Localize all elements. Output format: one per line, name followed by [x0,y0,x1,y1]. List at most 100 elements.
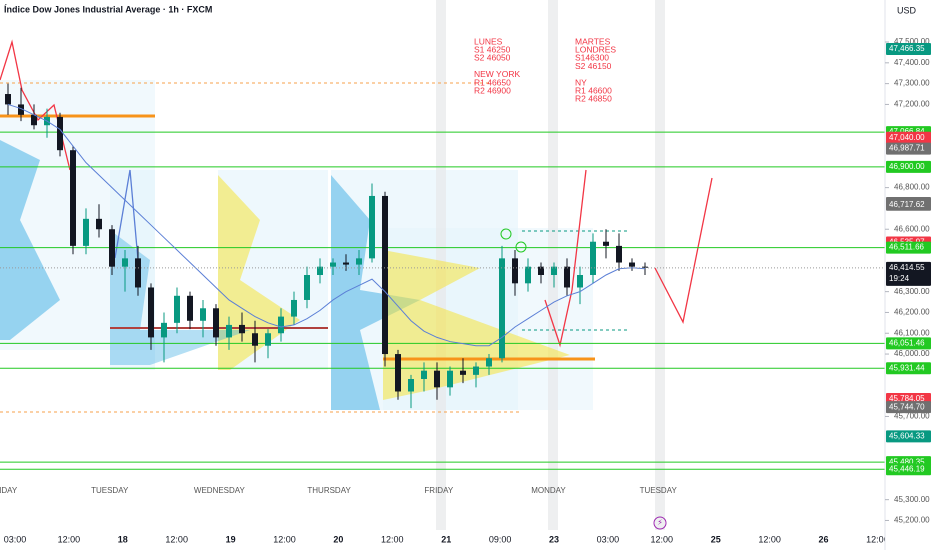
candle-body [252,333,258,346]
annotation: S2 46150 [575,61,612,71]
candle-body [538,266,544,275]
annotation: NEW YORK [474,69,520,79]
x-tick-label: 12:00 [758,534,781,544]
candle-body [83,218,89,246]
candle-body [434,370,440,388]
y-tick-label: 46,300.00 [894,287,930,296]
candle-body [343,262,349,265]
x-tick-label: 25 [711,534,721,544]
price-badge-label: 46,414.55 [889,263,925,272]
price-badge-label: 47,466.35 [889,44,925,53]
x-tick-label: 19 [226,534,236,544]
y-tick-label: 46,200.00 [894,308,930,317]
annotation: S1 46250 [474,44,511,54]
signal-marker [500,228,512,240]
candle-body [187,295,193,321]
y-tick-label: 45,300.00 [894,495,930,504]
moving-average [7,103,646,347]
candle-body [577,275,583,288]
x-tick-label: 12:00 [651,534,674,544]
candle-body [304,275,310,300]
x-tick-label: 12:00 [273,534,296,544]
annotation: NY [575,77,587,87]
y-tick-label: 47,300.00 [894,79,930,88]
candle-body [96,218,102,230]
x-tick-label: 09:00 [489,534,512,544]
projection [544,169,587,348]
candle-body [161,322,167,338]
candle-body [564,266,570,288]
event-icon[interactable] [653,516,667,530]
candle-body [330,262,336,267]
annotation: R2 46850 [575,94,612,104]
candle-body [499,258,505,359]
day-label: TUESDAY [91,486,129,495]
x-tick-label: 12:00 [165,534,188,544]
y-tick-label: 45,200.00 [894,516,930,525]
price-badge [886,362,931,375]
price-badge-label: 45,931.44 [889,363,925,372]
price-badge [886,43,931,56]
candle-body [239,324,245,334]
annotation: R1 46600 [575,85,612,95]
price-badge-label: 47,040.00 [889,133,925,142]
price-badge [886,401,931,414]
candle-body [317,266,323,275]
y-tick-label: 47,200.00 [894,100,930,109]
x-tick-label: 12:00 [866,534,889,544]
day-label: TUESDAY [640,486,678,495]
x-tick-label: 18 [118,534,128,544]
candle-body [31,114,37,126]
candle-body [486,358,492,367]
candle-body [616,245,622,263]
x-tick-label: 20 [333,534,343,544]
price-badge-label: 45,784.05 [889,394,925,403]
price-badge [886,198,931,211]
candle-body [174,295,180,323]
price-badge [886,142,931,155]
projection [0,39,71,171]
day-label: MONDAY [0,486,18,495]
y-tick-label: 46,000.00 [894,349,930,358]
price-badge-label: 46,511.66 [889,243,925,252]
weekend-band [548,0,558,530]
day-label: MONDAY [531,486,566,495]
price-badge-label: 46,051.46 [889,338,925,347]
annotation: R1 46650 [474,77,511,87]
price-badge-label: 45,480.35 [889,457,925,466]
volume-profile [0,140,60,340]
annotation: MARTES [575,36,611,46]
candle-body [226,324,232,338]
x-tick-label: 03:00 [4,534,27,544]
price-badge [886,463,931,476]
annotation: LUNES [474,36,503,46]
candle-body [395,354,401,392]
plot: 03:00 12:00 18 12:00 19 12:00 20 12:00 21 09:00 23… [0,36,932,544]
day-label: WEDNESDAY [194,486,246,495]
candle-body [356,258,362,265]
candle-body [421,370,427,380]
annotation: R2 46900 [474,85,511,95]
price-badge [886,430,931,443]
x-tick-label: 12:00 [58,534,81,544]
candle-body [5,94,11,105]
candle-body [512,258,518,284]
price-badge-label: 46,900.00 [889,162,925,171]
candle-body [135,258,141,288]
axis-group: 47,500.00 47,400.00 47,300.00 47,200.00 46,8… [885,37,931,525]
chart-title: Índice Dow Jones Industrial Average · 1h… [4,4,212,14]
volume-profile [331,175,420,410]
price-badge-label: 46,717.62 [889,200,925,209]
candle-body [629,262,635,267]
y-tick-label: 47,500.00 [894,37,930,46]
price-badge-label: 46,987.71 [889,144,925,153]
price-badge [886,261,931,286]
x-tick-label: 21 [441,534,451,544]
candle-body [265,333,271,346]
projection [654,177,713,324]
countdown-label: 19:24 [889,274,910,283]
candle-body [447,370,453,388]
price-badge-label: 45,604.33 [889,431,925,440]
candle-body [590,241,596,275]
candle-body [551,266,557,275]
